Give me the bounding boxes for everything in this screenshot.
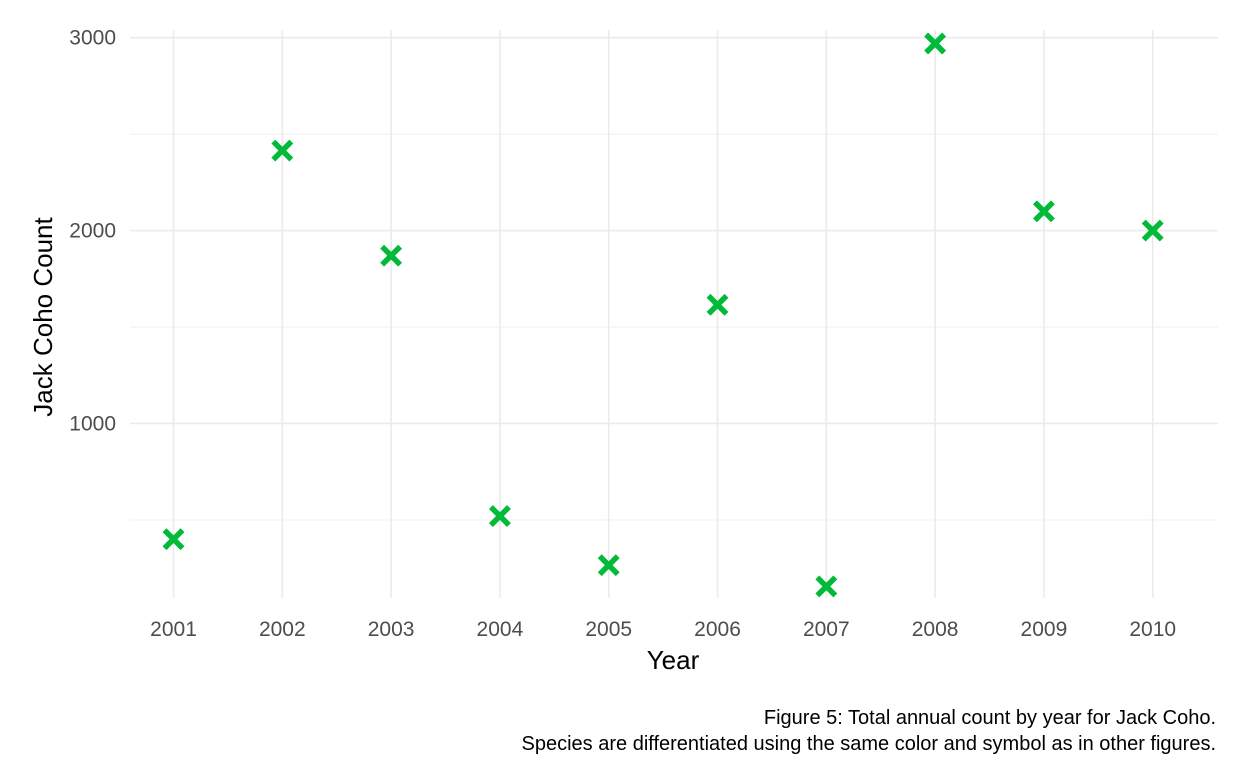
data-point [1141,219,1164,242]
x-tick-label: 2007 [803,618,850,641]
marker-stroke [380,244,403,267]
data-point [924,32,947,55]
data-point [380,244,403,267]
data-point [597,554,620,577]
marker-stroke [706,293,729,316]
x-tick-label: 2001 [150,618,197,641]
data-point [488,505,511,527]
data-point [815,575,838,598]
marker-stroke [1032,200,1055,223]
y-tick-labels: 1000 2000 3000 [69,27,116,436]
x-axis-title: Year [647,645,700,675]
marker-stroke [597,554,620,577]
x-tick-labels: 2001 2002 2003 2004 2005 2006 2007 2008 2009 2010 [150,618,1176,641]
marker-stroke [488,505,511,527]
data-point [706,293,729,316]
x-tick-label: 2006 [694,618,741,641]
marker-stroke [1141,219,1164,242]
data-point [1032,200,1055,223]
x-tick-label: 2010 [1129,618,1176,641]
marker-stroke [271,139,294,162]
marker-stroke [162,528,185,551]
x-tick-label: 2002 [259,618,306,641]
x-tick-label: 2008 [912,618,959,641]
marker-stroke [924,32,947,55]
x-tick-label: 2009 [1021,618,1068,641]
x-tick-label: 2005 [585,618,632,641]
y-axis-title: Jack Coho Count [28,217,58,417]
x-tick-label: 2004 [477,618,524,641]
x-tick-label: 2003 [368,618,415,641]
grid-lines [130,30,1218,598]
y-tick-label: 1000 [69,412,116,435]
data-point [162,528,185,551]
caption-line-1: Figure 5: Total annual count by year for… [764,707,1216,729]
caption-line-2: Species are differentiated using the sam… [522,733,1216,755]
data-points [162,32,1164,598]
marker-stroke [815,575,838,598]
data-point [271,139,294,162]
y-tick-label: 2000 [69,220,116,243]
y-tick-label: 3000 [69,27,116,50]
